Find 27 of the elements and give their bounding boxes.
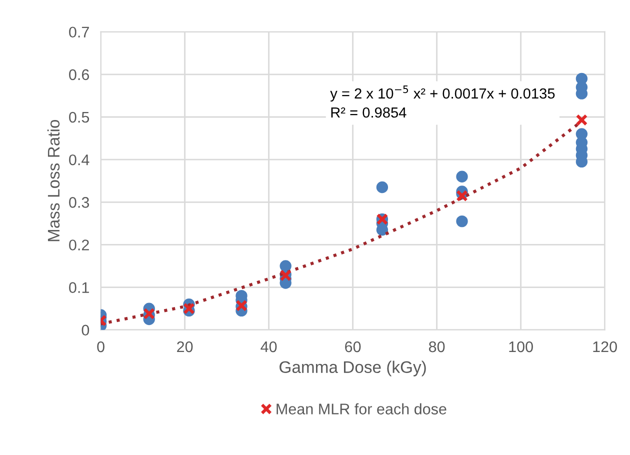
x-tick-label: 40 xyxy=(260,341,277,352)
point xyxy=(376,181,388,194)
legend-label: Mean MLR for each dose xyxy=(276,403,446,414)
x-tick-label: 20 xyxy=(177,341,193,352)
y-tick-label: 0 xyxy=(82,324,90,336)
y-tick-label: 0.4 xyxy=(69,154,90,166)
x-axis-title: Gamma Dose (kGy) xyxy=(280,360,426,376)
x-tick-label: 80 xyxy=(428,341,445,352)
point xyxy=(456,215,468,228)
point xyxy=(576,128,588,140)
y-tick-label: 0.3 xyxy=(69,197,90,208)
x-tick-label: 120 xyxy=(593,341,617,352)
point xyxy=(576,114,588,126)
point xyxy=(456,170,468,182)
x-tick-label: 100 xyxy=(509,341,533,352)
annotation: y = 2 x 10$^{−5}$ x² + 0.0017x + 0.0135 xyxy=(330,85,555,102)
y-axis-title: Mass Loss Ratio xyxy=(47,120,60,242)
x-tick-label: 0 xyxy=(97,341,104,352)
y-tick-label: 0.6 xyxy=(69,69,90,80)
y-tick-label: 0.5 xyxy=(69,112,90,123)
y-tick-label: 0.1 xyxy=(69,282,89,293)
point xyxy=(456,190,468,202)
point xyxy=(280,260,292,272)
x-tick-label: 60 xyxy=(345,341,361,352)
annotation: R² = 0.9854 xyxy=(331,107,406,118)
y-tick-label: 0.2 xyxy=(69,240,89,250)
y-tick-label: 0.7 xyxy=(69,26,89,38)
